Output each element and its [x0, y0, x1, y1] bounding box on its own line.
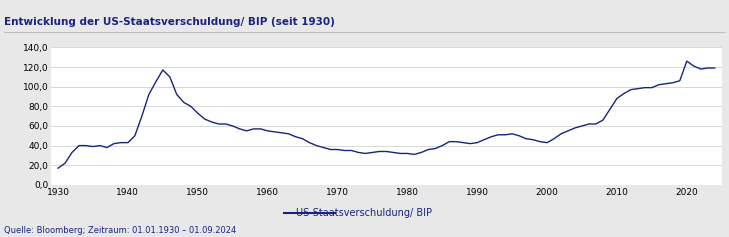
US-Staatsverschuldung/ BIP: [515, 134, 523, 137]
Text: Quelle: Bloomberg; Zeitraum: 01.01.1930 – 01.09.2024: Quelle: Bloomberg; Zeitraum: 01.01.1930 …: [4, 226, 236, 235]
US-Staatsverschuldung/ BIP: [54, 167, 63, 170]
US-Staatsverschuldung/ BIP: [172, 93, 181, 96]
Text: US-Staatsverschuldung/ BIP: US-Staatsverschuldung/ BIP: [297, 208, 432, 218]
US-Staatsverschuldung/ BIP: [542, 141, 551, 144]
US-Staatsverschuldung/ BIP: [710, 67, 719, 69]
US-Staatsverschuldung/ BIP: [82, 144, 90, 147]
Text: Entwicklung der US-Staatsverschuldung/ BIP (seit 1930): Entwicklung der US-Staatsverschuldung/ B…: [4, 17, 335, 27]
US-Staatsverschuldung/ BIP: [501, 133, 510, 136]
US-Staatsverschuldung/ BIP: [536, 140, 545, 143]
US-Staatsverschuldung/ BIP: [682, 60, 691, 63]
Line: US-Staatsverschuldung/ BIP: US-Staatsverschuldung/ BIP: [58, 61, 714, 168]
